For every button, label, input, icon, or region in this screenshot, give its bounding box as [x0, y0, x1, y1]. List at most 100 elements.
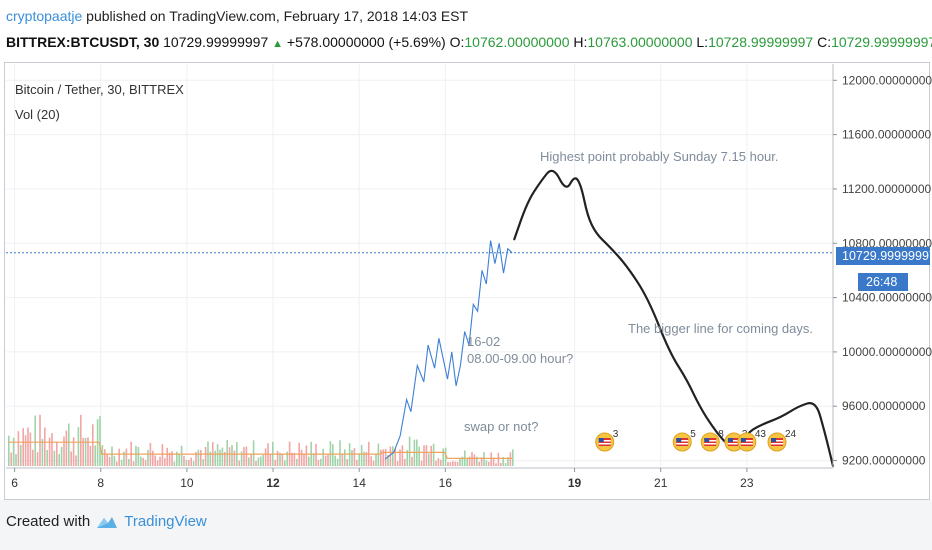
- volume-bar: [221, 447, 224, 466]
- price-line: [384, 240, 513, 460]
- tradingview-logo-icon: [97, 516, 118, 528]
- volume-bar: [346, 459, 348, 466]
- volume-bar: [224, 451, 226, 466]
- x-tick-label-8: 23: [740, 476, 754, 490]
- volume-bar: [293, 453, 296, 466]
- volume-bar: [22, 428, 24, 466]
- open-label: O:: [449, 34, 465, 50]
- publish-info: cryptopaatje published on TradingView.co…: [6, 8, 468, 24]
- volume-bar: [317, 459, 320, 466]
- volume-bar: [216, 444, 219, 466]
- volume-bar: [58, 454, 60, 466]
- volume-bar: [269, 454, 272, 466]
- us-flag-event-icon[interactable]: 5: [672, 429, 696, 452]
- volume-bar: [408, 436, 411, 466]
- volume-bar: [466, 458, 468, 466]
- volume-bar: [34, 415, 36, 466]
- volume-bar: [75, 455, 77, 466]
- volume-bar: [404, 458, 406, 466]
- volume-bar: [480, 457, 483, 466]
- tradingview-brand-link[interactable]: TradingView: [124, 513, 207, 530]
- publish-date: published on TradingView.com, February 1…: [86, 8, 469, 24]
- annotation-hour[interactable]: 08.00-09.00 hour?: [467, 351, 573, 366]
- volume-bar: [214, 450, 216, 466]
- volume-bar: [324, 455, 327, 466]
- us-flag-event-icon[interactable]: 8: [700, 429, 724, 452]
- volume-bar: [48, 437, 51, 466]
- low-label: L:: [696, 34, 709, 50]
- volume-bar: [99, 416, 101, 466]
- volume-bar: [336, 458, 339, 466]
- volume-bar: [281, 454, 284, 466]
- author-link[interactable]: cryptopaatje: [6, 8, 83, 24]
- volume-bar: [500, 462, 502, 466]
- volume-bar: [351, 449, 353, 466]
- volume-bar: [406, 450, 408, 466]
- volume-bar: [252, 440, 255, 466]
- us-flag-event-icon[interactable]: 43: [737, 429, 767, 452]
- volume-bar: [144, 459, 147, 466]
- us-flag-event-icon[interactable]: 24: [767, 429, 797, 452]
- volume-bar: [461, 456, 464, 466]
- volume-bar: [428, 453, 430, 466]
- x-tick-label-7: 21: [654, 476, 668, 490]
- volume-bar: [341, 454, 344, 466]
- x-tick-label-2: 10: [180, 476, 194, 490]
- volume-bar: [504, 463, 507, 466]
- volume-bar: [332, 444, 334, 466]
- volume-bar: [46, 449, 48, 466]
- volume-bar: [492, 457, 495, 466]
- volume-bar: [120, 459, 123, 466]
- volume-bar: [250, 454, 252, 466]
- volume-bar: [320, 458, 322, 466]
- volume-bar: [53, 450, 56, 466]
- volume-bar: [147, 449, 149, 466]
- volume-bar: [180, 445, 183, 466]
- volume-bar: [228, 447, 231, 466]
- volume-bar: [108, 456, 111, 466]
- volume-bar: [456, 461, 459, 466]
- annotation-bigger-line[interactable]: The bigger line for coming days.: [628, 321, 813, 336]
- chart-grid: [6, 64, 833, 466]
- volume-bar: [140, 456, 142, 466]
- volume-bar: [296, 458, 298, 466]
- volume-bar: [430, 445, 432, 466]
- volume-bar: [202, 459, 204, 466]
- volume-bar: [353, 448, 356, 466]
- economic-events: 35834324: [595, 429, 797, 452]
- volume-bar: [101, 445, 104, 466]
- volume-bar: [444, 447, 447, 466]
- volume-bar: [118, 448, 120, 466]
- volume-bar: [370, 456, 372, 466]
- volume-bar: [56, 441, 58, 466]
- x-tick-label-6: 19: [568, 476, 582, 490]
- volume-bar: [123, 451, 125, 466]
- volume-bars: [8, 414, 514, 466]
- volume-bar: [161, 444, 164, 466]
- volume-bar: [116, 461, 118, 466]
- footer: Created with TradingView: [6, 513, 207, 530]
- price-change: +578.00000000 (+5.69%): [286, 34, 446, 50]
- volume-ma-line: [8, 441, 512, 459]
- projection-drawing: [513, 169, 835, 468]
- volume-bar: [490, 452, 492, 466]
- volume-bar: [87, 437, 89, 466]
- annotation-highest[interactable]: Highest point probably Sunday 7.15 hour.: [540, 149, 779, 164]
- volume-bar: [262, 454, 264, 466]
- volume-bar: [322, 448, 324, 466]
- us-flag-event-icon[interactable]: 3: [595, 429, 619, 452]
- volume-bar: [284, 460, 286, 466]
- annotation-swap[interactable]: swap or not?: [464, 419, 538, 434]
- volume-bar: [238, 460, 240, 466]
- volume-bar: [209, 451, 212, 466]
- volume-bar: [84, 437, 87, 466]
- volume-bar: [190, 457, 192, 466]
- volume-bar: [260, 456, 262, 466]
- volume-bar: [276, 450, 279, 466]
- annotation-date[interactable]: 16-02: [467, 334, 500, 349]
- volume-bar: [274, 459, 276, 466]
- price-tag-value: 10729.99999997: [842, 249, 932, 263]
- event-count: 8: [718, 429, 724, 440]
- volume-bar: [437, 458, 440, 466]
